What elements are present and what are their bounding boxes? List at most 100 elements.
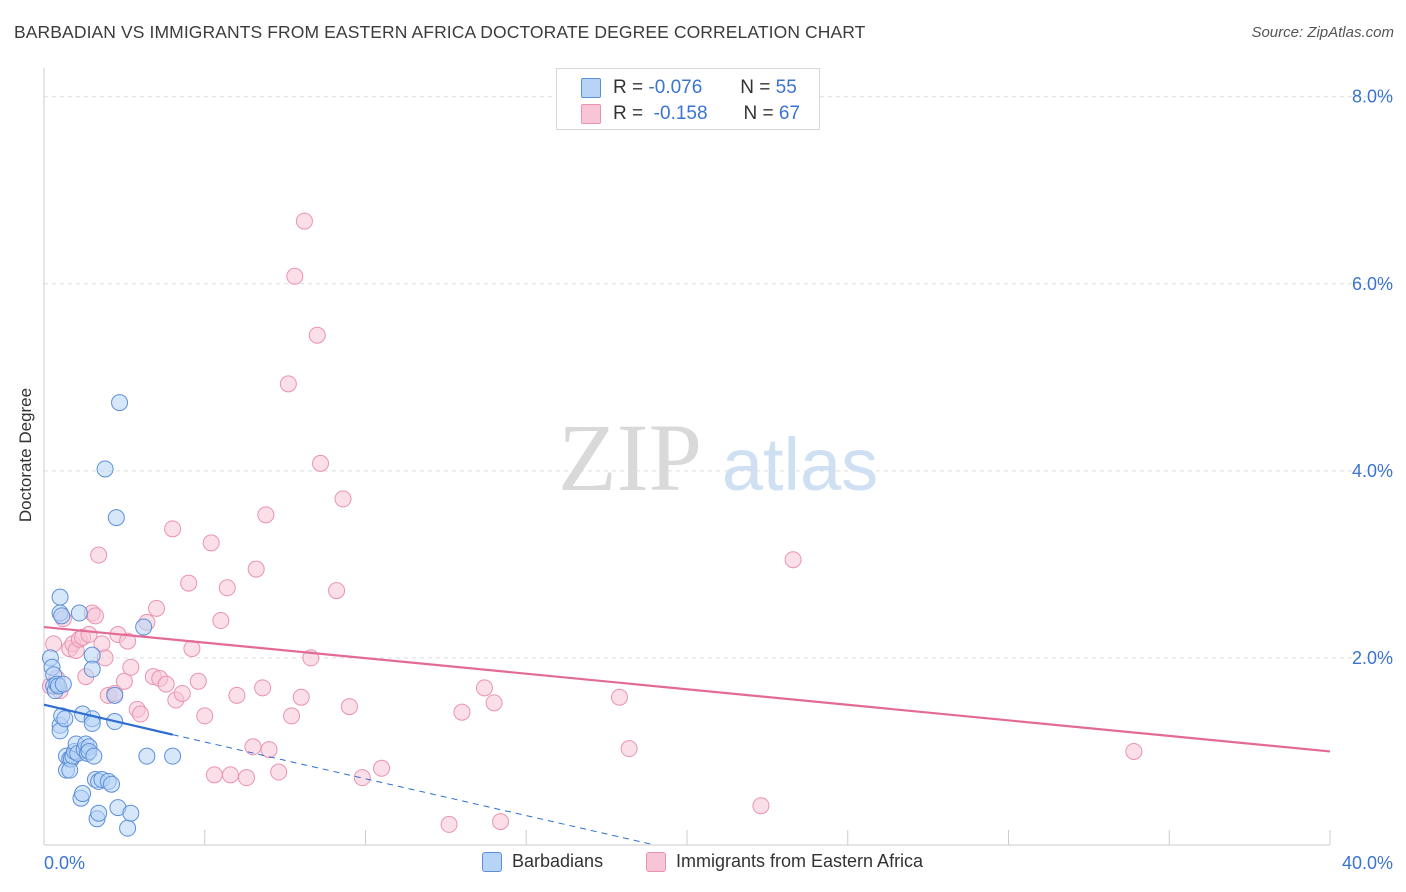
data-point-eastern-africa [45, 635, 63, 653]
data-point-eastern-africa [164, 520, 182, 538]
data-point-eastern-africa [189, 672, 207, 690]
watermark-zip: ZIP [558, 404, 702, 511]
trend-lines [43, 625, 1331, 846]
data-point-eastern-africa [119, 632, 137, 650]
data-point-eastern-africa [238, 769, 256, 787]
data-point-eastern-africa [292, 688, 310, 706]
legend-row-barbadians: R = -0.076 N = 55 [581, 76, 797, 100]
axes [43, 68, 1331, 846]
data-point-eastern-africa [270, 763, 288, 781]
data-point-barbadians [138, 747, 156, 765]
legend-row-eastern-africa: R = -0.158 N = 67 [581, 102, 800, 126]
data-point-eastern-africa [283, 707, 301, 725]
trend-line-barbadians-extension [172, 734, 655, 846]
n-value: 67 [778, 103, 801, 124]
data-point-eastern-africa [254, 679, 272, 697]
data-point-barbadians [61, 761, 79, 779]
data-point-barbadians [53, 607, 71, 625]
data-point-eastern-africa [334, 490, 352, 508]
data-point-eastern-africa [157, 675, 175, 693]
data-point-barbadians [70, 604, 88, 622]
watermark-atlas: atlas [722, 423, 878, 506]
data-point-eastern-africa [202, 534, 220, 552]
legend-label: Barbadians [512, 851, 604, 871]
data-point-eastern-africa [784, 551, 802, 569]
data-point-eastern-africa [295, 212, 313, 230]
trend-line-barbadians [43, 703, 173, 736]
data-point-eastern-africa [115, 672, 133, 690]
trend-line-eastern-africa [43, 625, 1331, 753]
data-point-eastern-africa [244, 738, 262, 756]
legend-swatch-blue [482, 851, 502, 872]
data-point-eastern-africa [485, 694, 503, 712]
data-point-barbadians [54, 675, 72, 693]
data-point-barbadians [51, 588, 69, 606]
legend-swatch-blue [581, 78, 601, 98]
data-point-eastern-africa [308, 326, 326, 344]
data-point-eastern-africa [122, 658, 140, 676]
legend-item-barbadians: Barbadians [482, 851, 603, 872]
r-label: R = [613, 77, 644, 98]
legend-swatch-pink [581, 104, 601, 124]
data-point-eastern-africa [205, 766, 223, 784]
data-point-eastern-africa [173, 684, 191, 702]
data-point-eastern-africa [440, 815, 458, 833]
data-point-eastern-africa [131, 705, 149, 723]
legend-label: Immigrants from Eastern Africa [676, 851, 924, 871]
data-point-eastern-africa [90, 546, 108, 564]
data-point-eastern-africa [260, 741, 278, 759]
data-point-barbadians [119, 819, 137, 837]
data-point-barbadians [83, 660, 101, 678]
series-legend: Barbadians Immigrants from Eastern Afric… [0, 851, 1406, 879]
data-point-barbadians [103, 775, 121, 793]
legend-item-eastern-africa: Immigrants from Eastern Africa [646, 851, 923, 872]
data-point-eastern-africa [1125, 742, 1143, 760]
y-tick-label: 6.0% [1352, 274, 1393, 294]
data-point-eastern-africa [257, 506, 275, 524]
data-point-eastern-africa [180, 574, 198, 592]
gridlines [44, 96, 1392, 659]
data-point-barbadians [164, 747, 182, 765]
n-label: N = [743, 103, 774, 124]
data-point-eastern-africa [279, 375, 297, 393]
x-tick-label: 0.0% [44, 853, 85, 873]
data-point-barbadians [74, 785, 92, 803]
data-point-eastern-africa [247, 560, 265, 578]
data-point-eastern-africa [221, 766, 239, 784]
r-label: R = [613, 103, 644, 124]
data-point-eastern-africa [373, 759, 391, 777]
data-point-eastern-africa [752, 797, 770, 815]
series-eastern-africa-points [41, 212, 1143, 833]
data-point-eastern-africa [311, 454, 329, 472]
correlation-legend: R = -0.076 N = 55 R = -0.158 N = 67 [556, 68, 820, 130]
data-point-barbadians [135, 618, 153, 636]
source-label: Source: ZipAtlas.com [1251, 24, 1394, 41]
n-label: N = [740, 77, 771, 98]
data-point-eastern-africa [228, 686, 246, 704]
data-point-eastern-africa [86, 607, 104, 625]
data-point-eastern-africa [475, 679, 493, 697]
data-point-barbadians [106, 686, 124, 704]
r-value: -0.076 [648, 77, 703, 98]
data-point-eastern-africa [610, 688, 628, 706]
tick-labels: 2.0% 4.0% 6.0% 8.0% 0.0% 40.0% [44, 87, 1393, 873]
data-point-barbadians [90, 804, 108, 822]
y-tick-label: 4.0% [1352, 461, 1393, 481]
data-point-eastern-africa [492, 813, 510, 831]
data-point-barbadians [111, 394, 129, 412]
x-tick-label: 40.0% [1342, 853, 1393, 873]
data-point-barbadians [96, 460, 114, 478]
chart-title: BARBADIAN VS IMMIGRANTS FROM EASTERN AFR… [14, 22, 866, 42]
data-point-eastern-africa [340, 698, 358, 716]
data-point-eastern-africa [353, 769, 371, 787]
data-point-eastern-africa [453, 703, 471, 721]
data-point-barbadians [122, 804, 140, 822]
r-value: -0.158 [653, 103, 708, 124]
data-point-eastern-africa [620, 740, 638, 758]
data-point-eastern-africa [212, 612, 230, 630]
data-point-eastern-africa [218, 579, 236, 597]
n-value: 55 [775, 77, 797, 98]
data-point-eastern-africa [286, 267, 304, 285]
series-barbadians-points [41, 394, 182, 837]
